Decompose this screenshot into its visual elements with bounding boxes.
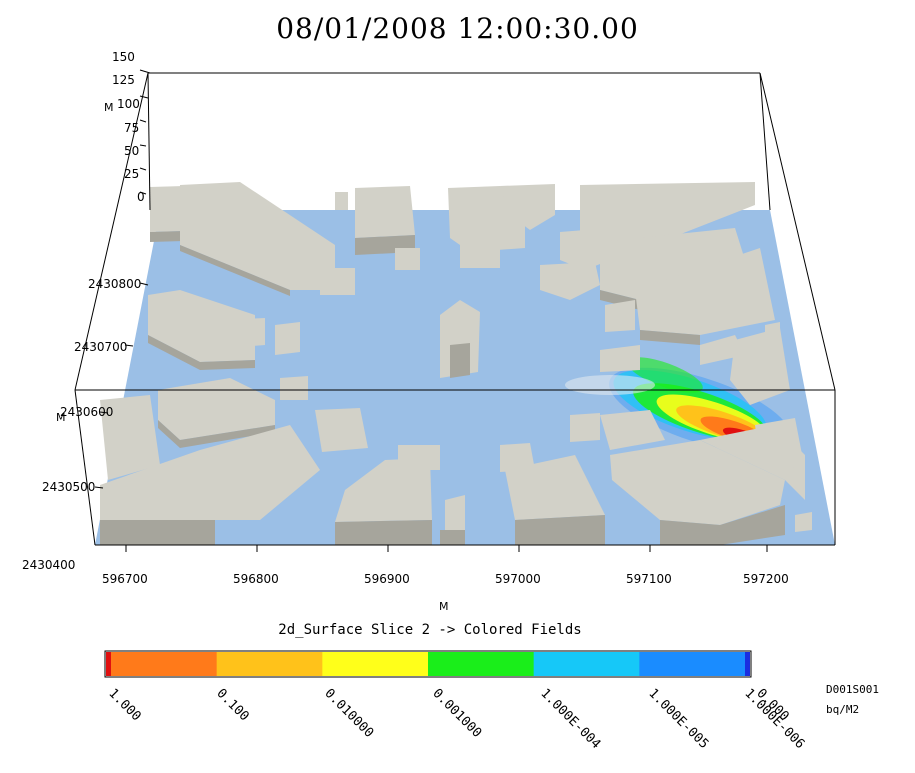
z-tick-label: 150: [112, 50, 135, 64]
z-tick-label: 125: [112, 73, 135, 87]
x-tick-label: 597200: [743, 572, 789, 586]
colorbar-segment: [111, 652, 218, 676]
y-tick-label: 2430800: [88, 277, 142, 291]
colorbar-segment: [322, 652, 429, 676]
x-tick-label: 596900: [364, 572, 410, 586]
x-tick-label: 596700: [102, 572, 148, 586]
axis-tick-marks: [94, 69, 768, 552]
buildings: [100, 182, 812, 545]
x-axis-unit: M: [439, 600, 449, 613]
color-bar: [104, 650, 752, 678]
x-tick-label: 597000: [495, 572, 541, 586]
x-tick-label: 596800: [233, 572, 279, 586]
z-tick-label: 0: [137, 190, 145, 204]
z-tick-label: 100: [117, 97, 140, 111]
y-tick-label: 2430700: [74, 340, 128, 354]
y-tick-label: 2430400: [22, 558, 76, 572]
y-axis-unit: M: [56, 411, 66, 424]
y-tick-label: 2430500: [42, 480, 96, 494]
z-axis-unit: M: [104, 101, 114, 114]
bounding-box: [74, 72, 836, 546]
colorbar-top-end: [106, 652, 111, 676]
x-tick-label: 597100: [626, 572, 672, 586]
y-tick-label: 2430600: [60, 405, 114, 419]
z-tick-label: 25: [124, 167, 140, 181]
colorbar-segment: [428, 652, 535, 676]
z-tick-label: 75: [124, 121, 140, 135]
colorbar-bottom-end: [745, 652, 750, 676]
colorbar-segment: [639, 652, 746, 676]
units-label: bq/M2: [826, 703, 860, 716]
colorbar-segment: [533, 652, 640, 676]
dataset-id: D001S001: [826, 683, 879, 696]
z-tick-label: 50: [124, 144, 140, 158]
page-title: 08/01/2008 12:00:30.00: [276, 12, 639, 45]
field-title: 2d_Surface Slice 2 -> Colored Fields: [278, 622, 582, 638]
colorbar-segment: [216, 652, 323, 676]
